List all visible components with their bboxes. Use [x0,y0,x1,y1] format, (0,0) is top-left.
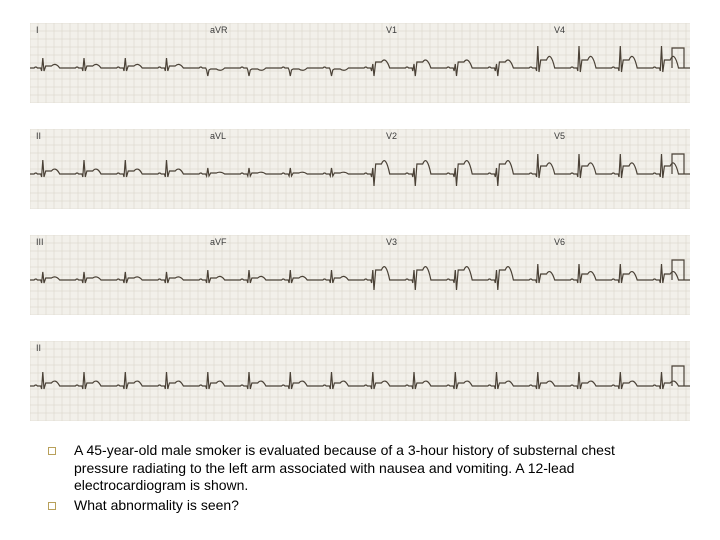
bullet-square-icon [48,502,56,510]
ecg-strip-0: IaVR V1 V4 [30,23,690,103]
ecg-row-0 [30,23,690,103]
bullet-text: What abnormality is seen? [74,497,239,515]
text-block: A 45-year-old male smoker is evaluated b… [0,434,720,540]
lead-label: aVF [210,237,227,247]
bullet-item: What abnormality is seen? [48,497,672,515]
lead-label: V1 [386,25,397,35]
lead-label: I [36,25,39,35]
lead-label: II [36,131,41,141]
lead-label: V5 [554,131,565,141]
ecg-row-2 [30,235,690,315]
lead-label: V3 [386,237,397,247]
bullet-item: A 45-year-old male smoker is evaluated b… [48,442,672,495]
lead-label: V6 [554,237,565,247]
lead-label: V4 [554,25,565,35]
ecg-image-region: IaVR V1 V4 II aVL V2 V5 III aVF V3 V6 II [0,0,720,434]
lead-label: aVR [210,25,228,35]
ecg-row-3 [30,341,690,421]
bullet-text: A 45-year-old male smoker is evaluated b… [74,442,672,495]
ecg-strip-1: II aVL V2 V5 [30,129,690,209]
ecg-row-1 [30,129,690,209]
lead-label: II [36,343,41,353]
lead-label: V2 [386,131,397,141]
ecg-strip-2: III aVF V3 V6 [30,235,690,315]
lead-label: aVL [210,131,226,141]
slide: IaVR V1 V4 II aVL V2 V5 III aVF V3 V6 II A 45-year-… [0,0,720,540]
lead-label: III [36,237,44,247]
bullet-square-icon [48,447,56,455]
ecg-strip-3: II [30,341,690,421]
